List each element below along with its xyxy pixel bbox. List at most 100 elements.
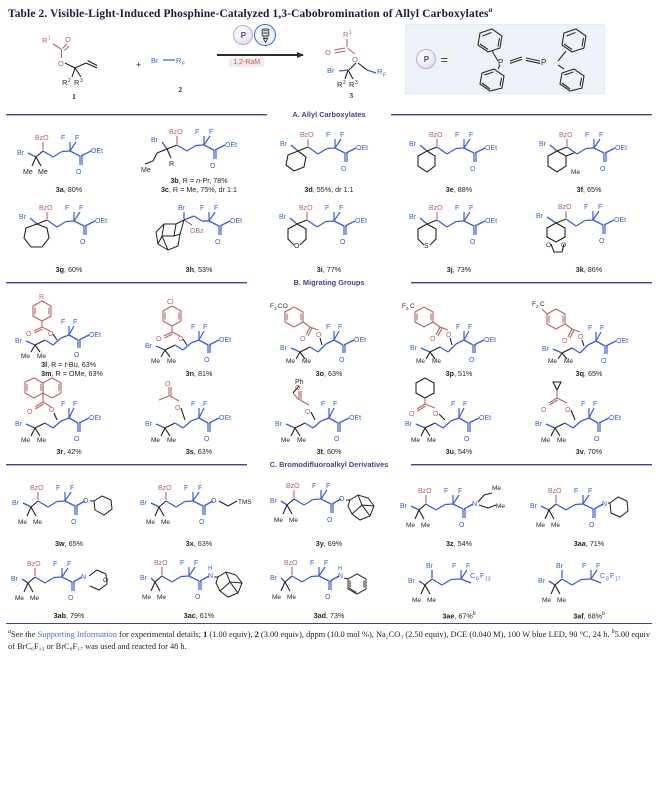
svg-text:BzO: BzO <box>39 205 53 212</box>
svg-text:3: 3 <box>355 80 358 86</box>
structure-3y: BzO F F Br O O <box>265 474 393 537</box>
caption-3y-yield: , 69% <box>323 539 343 549</box>
svg-text:Br: Br <box>140 575 148 582</box>
svg-text:Me: Me <box>274 517 283 524</box>
svg-text:O: O <box>600 166 606 173</box>
svg-text:N: N <box>338 573 343 580</box>
structure-3b: BzO F F Br O OEt R <box>135 124 263 174</box>
caption-3r-id: 3r <box>56 447 64 457</box>
caption-3l-id: 3l <box>41 360 48 370</box>
product-row-c1: BzO F F Br O O <box>4 472 654 548</box>
svg-text:OEt: OEt <box>615 145 627 152</box>
caption-3x: 3x, 63% <box>186 537 212 548</box>
led-lamp-icon <box>254 24 277 47</box>
caption-3ad: 3ad, 73% <box>314 609 345 620</box>
caption-3b-r: , R = <box>178 176 197 186</box>
svg-text:17: 17 <box>615 576 621 582</box>
svg-text:C: C <box>600 573 605 580</box>
svg-text:O: O <box>294 243 300 250</box>
svg-text:Me: Me <box>281 437 290 444</box>
svg-text:BzO: BzO <box>548 488 562 495</box>
caption-3j-yield: , 73% <box>452 265 472 275</box>
svg-text:F: F <box>195 129 199 136</box>
svg-text:O: O <box>49 407 55 414</box>
svg-text:F: F <box>451 401 455 408</box>
product-row-a2: BzO F F Br O OEt <box>4 194 654 275</box>
svg-text:C: C <box>540 301 545 308</box>
svg-text:Br: Br <box>279 214 287 221</box>
structure-3n: Cl O O F F Br <box>135 292 263 367</box>
caption-3f-id: 3f <box>576 185 583 195</box>
caption-3l-r: , R = <box>47 360 65 370</box>
svg-text:Br: Br <box>17 150 25 157</box>
svg-text:Br: Br <box>15 421 23 428</box>
svg-text:O: O <box>178 336 184 343</box>
svg-text:Me: Me <box>421 522 430 529</box>
svg-text:F: F <box>61 401 65 408</box>
caption-3af-footnote: b <box>602 611 605 618</box>
structure-3s: O O F F Br O OEt <box>135 374 263 445</box>
svg-text:F: F <box>574 488 578 495</box>
caption-3z-yield: , 54% <box>453 539 472 549</box>
caption-3p: 3p, 51% <box>446 367 473 378</box>
caption-3t: 3t, 60% <box>317 445 342 456</box>
caption-3ab-yield: , 79% <box>66 611 85 621</box>
svg-text:Br: Br <box>15 338 23 345</box>
svg-text:OEt: OEt <box>354 337 366 344</box>
svg-text:F: F <box>180 560 184 567</box>
structure-3j: BzO F F Br O OEt <box>395 196 523 263</box>
svg-text:BzO: BzO <box>158 485 172 492</box>
supporting-information-link[interactable]: Supporting Information <box>37 630 117 640</box>
caption-3k-id: 3k <box>575 265 584 275</box>
product-cell-3j: BzO F F Br O OEt <box>394 194 524 275</box>
product-row-b2: O O F F Br O OEt M <box>4 372 654 456</box>
svg-text:Br: Br <box>270 498 278 505</box>
caption-3g-yield: , 60% <box>64 265 83 275</box>
structure-3h: Br F F OBz O OEt <box>135 196 263 263</box>
product-cell-3e: BzO F F Br O OEt <box>394 122 524 195</box>
svg-text:O: O <box>76 169 82 176</box>
svg-text:Br: Br <box>426 563 434 570</box>
caption-3a-yield: , 80% <box>63 185 83 195</box>
phosphine-catalyst-icon: P <box>233 25 254 46</box>
svg-text:F: F <box>339 205 343 212</box>
svg-text:F: F <box>582 563 586 570</box>
product-cell-3z: BzO F F Br O N Me <box>394 472 524 549</box>
product-cell-3ae: Br F F Br C 6 F 13 Me Me <box>394 548 524 621</box>
svg-text:O: O <box>316 332 322 339</box>
svg-text:Me: Me <box>141 167 151 174</box>
svg-text:O: O <box>48 331 54 338</box>
svg-text:O: O <box>295 385 301 392</box>
svg-text:Me: Me <box>37 353 46 360</box>
caption-3t-yield: , 60% <box>323 447 342 457</box>
svg-text:F: F <box>61 135 65 142</box>
svg-text:O: O <box>459 522 465 529</box>
structure-3q: F 3 C O O F F <box>525 292 653 367</box>
atom-label-rf: R <box>176 56 182 65</box>
svg-text:Br: Br <box>556 563 564 570</box>
caption-3s: 3s, 63% <box>186 445 212 456</box>
caption-3q-yield: , 65% <box>584 369 603 379</box>
caption-3h: 3h, 53% <box>186 263 213 274</box>
svg-text:O: O <box>211 498 217 505</box>
svg-text:O: O <box>74 352 80 359</box>
svg-text:Me: Me <box>496 503 505 510</box>
svg-text:R: R <box>169 161 174 168</box>
svg-text:O: O <box>325 48 331 57</box>
caption-3d-id: 3d <box>304 185 313 195</box>
caption-3o-yield: , 63% <box>324 369 343 379</box>
caption-3c-id: 3c <box>160 185 169 195</box>
svg-text:Br: Br <box>405 421 413 428</box>
svg-text:O: O <box>339 357 345 364</box>
product-cell-3ac: BzO F F Br O N H <box>134 548 264 620</box>
svg-text:Me: Me <box>21 437 30 444</box>
svg-text:F: F <box>270 303 274 310</box>
caption-3n-id: 3n <box>185 369 194 379</box>
caption-3x-id: 3x <box>185 539 194 549</box>
atom-label-br: Br <box>151 56 159 65</box>
svg-text:F: F <box>468 324 472 331</box>
svg-text:O: O <box>103 577 108 584</box>
svg-text:F: F <box>463 401 467 408</box>
caption-3aa-yield: , 71% <box>585 539 605 549</box>
product-cell-3ab: BzO F F Br O N <box>4 548 134 621</box>
